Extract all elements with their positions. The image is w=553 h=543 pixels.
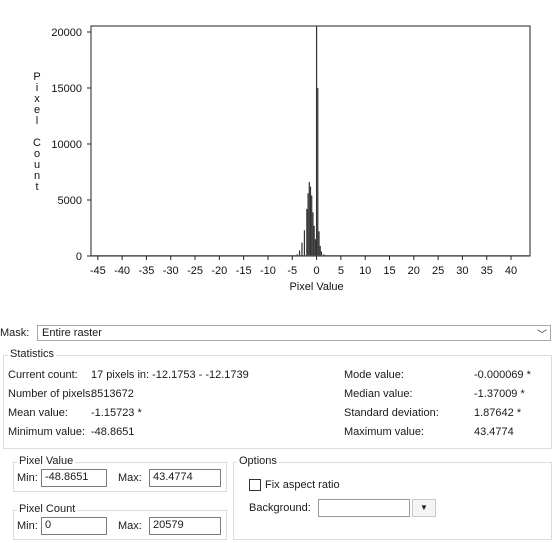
mode-label: Mode value:: [344, 369, 404, 381]
x-tick-label: 25: [432, 265, 444, 277]
fix-aspect-checkbox[interactable]: [249, 479, 261, 491]
histogram-bar: [298, 250, 301, 256]
x-tick-label: 0: [314, 265, 320, 277]
statistics-group: Statistics Current count: 17 pixels in: …: [3, 348, 552, 449]
pixel-value-group: Pixel Value Min: -48.8651 Max: 43.4774: [13, 455, 227, 492]
histogram-bar: [301, 242, 303, 256]
y-tick-label: 5000: [58, 195, 82, 207]
x-tick-label: -30: [163, 265, 179, 277]
histogram-bar: [311, 195, 313, 256]
histogram-bar: [307, 193, 309, 256]
max-label: Maximum value:: [344, 426, 425, 438]
x-tick-label: 10: [359, 265, 371, 277]
histogram-bar: [315, 25, 318, 257]
y-tick-label: 15000: [51, 83, 82, 95]
histogram-bar: [314, 239, 316, 256]
x-tick-label: -40: [114, 265, 130, 277]
y-tick-label: 0: [76, 251, 82, 263]
mean-label: Mean value:: [8, 407, 68, 419]
mask-select[interactable]: Entire raster ﹀: [37, 325, 551, 341]
histogram-bar: [308, 182, 310, 256]
options-title: Options: [237, 455, 279, 467]
histogram-chart: 0 5000 10000 15000 20000 -45 -40 -35 -30 -25 -20 -1…: [33, 25, 531, 293]
background-label: Background:: [249, 502, 311, 514]
histogram-bar: [319, 245, 321, 256]
pixel-value-min-input[interactable]: -48.8651: [41, 469, 107, 487]
median-value: -1.37009 *: [474, 388, 525, 400]
fix-aspect-label[interactable]: Fix aspect ratio: [265, 479, 340, 491]
histogram-bar: [313, 225, 315, 256]
x-tick-label: -45: [90, 265, 106, 277]
mean-value: -1.15723 *: [91, 407, 142, 419]
current-count-label: Current count:: [8, 369, 78, 381]
min-label: Minimum value:: [8, 426, 86, 438]
pixel-count-min-label: Min:: [17, 520, 38, 532]
x-tick-label: -10: [260, 265, 276, 277]
mask-label: Mask:: [0, 327, 30, 339]
x-tick-label: 40: [505, 265, 517, 277]
x-tick-label: -15: [236, 265, 252, 277]
background-color-select[interactable]: [318, 499, 410, 517]
current-count-value: 17 pixels in: -12.1753 - -12.1739: [91, 369, 249, 381]
histogram-bar: [309, 186, 312, 256]
median-label: Median value:: [344, 388, 413, 400]
histogram-bar: [303, 230, 306, 256]
pixel-value-title: Pixel Value: [17, 455, 76, 467]
mode-value: -0.000069 *: [474, 369, 531, 381]
pixel-count-group: Pixel Count Min: 0 Max: 20579: [13, 503, 227, 540]
x-tick-label: -35: [138, 265, 154, 277]
x-tick-label: 15: [383, 265, 395, 277]
options-group: Options Fix aspect ratio Background: ▼: [233, 455, 552, 540]
pixel-value-max-input[interactable]: 43.4774: [149, 469, 221, 487]
pixel-count-max-label: Max:: [118, 520, 142, 532]
pixel-value-min-label: Min:: [17, 472, 38, 484]
mask-select-value: Entire raster: [42, 327, 102, 339]
x-tick-label: -5: [287, 265, 297, 277]
pixel-count-min-input[interactable]: 0: [41, 517, 107, 535]
x-tick-label: 5: [338, 265, 344, 277]
histogram-bar: [320, 251, 323, 256]
x-tick-label: -25: [187, 265, 203, 277]
chevron-down-icon[interactable]: ﹀: [537, 330, 547, 341]
x-axis-label: Pixel Value: [289, 281, 343, 293]
num-pixels-value: 8513672: [91, 388, 134, 400]
dropdown-arrow-icon[interactable]: ▼: [412, 499, 436, 517]
min-value: -48.8651: [91, 426, 135, 438]
x-tick-label: -20: [211, 265, 227, 277]
histogram-bar: [317, 88, 319, 256]
histogram-svg: 0 5000 10000 15000 20000 -45 -40 -35 -30 -25 -20 -1…: [33, 25, 531, 293]
y-tick-label: 20000: [51, 27, 82, 39]
std-label: Standard deviation:: [344, 407, 439, 419]
x-tick-label: 20: [408, 265, 420, 277]
histogram-bar: [318, 231, 320, 256]
std-value: 1.87642 *: [474, 407, 522, 419]
pixel-count-max-input[interactable]: 20579: [149, 517, 221, 535]
max-value: 43.4774: [474, 426, 514, 438]
histogram-bar: [312, 212, 314, 256]
y-tick-label: 10000: [51, 139, 82, 151]
x-tick-label: 35: [481, 265, 493, 277]
pixel-count-title: Pixel Count: [17, 503, 78, 515]
num-pixels-label: Number of pixels:: [8, 388, 94, 400]
mask-row: Mask: Entire raster ﹀: [0, 325, 553, 343]
histogram-bar: [306, 208, 308, 256]
statistics-title: Statistics: [8, 348, 57, 360]
pixel-value-max-label: Max:: [118, 472, 142, 484]
x-tick-label: 30: [456, 265, 468, 277]
